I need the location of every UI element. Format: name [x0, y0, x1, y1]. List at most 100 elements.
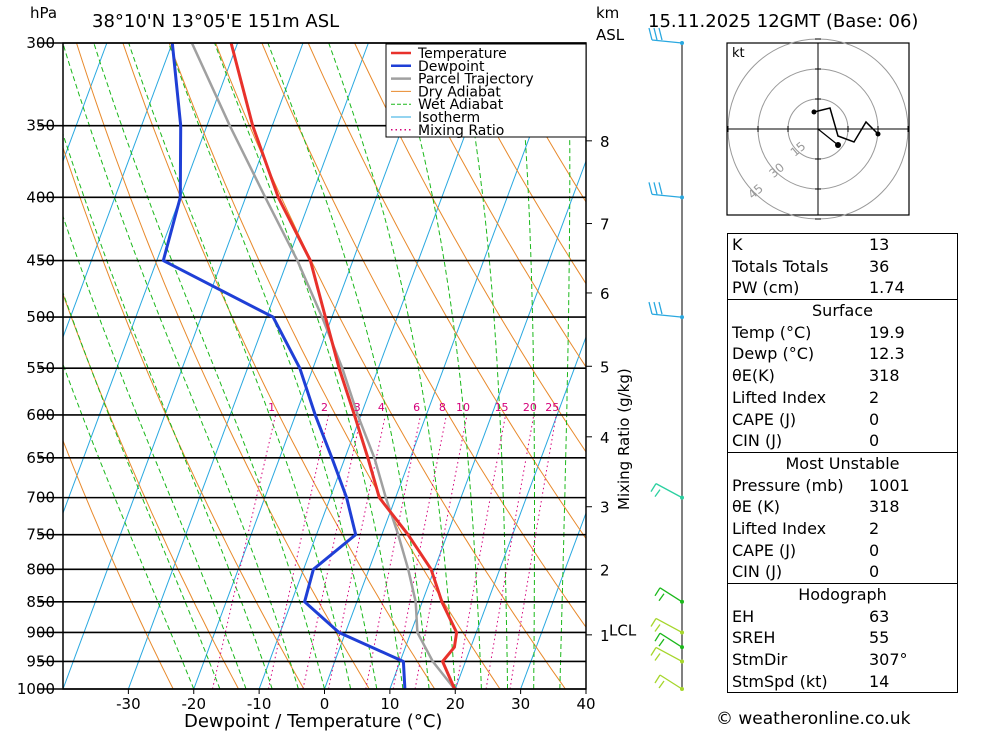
index-value: 307°	[869, 650, 908, 670]
mixing-ratio-label: 3	[354, 401, 361, 414]
index-value: 1001	[869, 475, 910, 495]
index-label: CAPE (J)	[732, 540, 797, 560]
pressure-tick-label: 450	[26, 252, 55, 270]
index-row: EH 63	[728, 606, 957, 628]
index-label: K	[732, 235, 743, 254]
temp-tick-label: -30	[116, 695, 141, 713]
index-label: θE (K)	[732, 497, 780, 517]
mixing-ratio-line	[267, 414, 330, 689]
legend-entry: Dry Adiabat	[418, 84, 501, 100]
temp-tick-label: 40	[576, 695, 595, 713]
pressure-tick-label: 700	[26, 489, 55, 507]
wet-adiabat-line	[458, 43, 508, 689]
parcel-trajectory-profile	[190, 43, 456, 689]
wind-barb	[648, 301, 683, 318]
indices-table: K 13 Totals Totals 36 PW (cm) 1.74 Surface Temp…	[727, 233, 958, 694]
storm-motion-point	[835, 142, 841, 148]
index-row: Totals Totals 36	[728, 256, 957, 278]
isotherm-line	[63, 43, 304, 689]
km-axis-label: km	[596, 4, 619, 22]
index-value: 13	[869, 235, 890, 254]
index-value: 36	[869, 256, 890, 276]
wind-profile	[648, 27, 684, 691]
km-tick-label: 3	[600, 499, 610, 517]
index-row: Lifted Index 2	[728, 518, 957, 540]
isotherm-line	[454, 335, 586, 689]
legend-box	[385, 43, 587, 138]
km-tick-label: 2	[600, 561, 610, 579]
wind-barb	[650, 646, 683, 663]
mixing-ratio-label: 10	[456, 401, 470, 414]
legend-entry: Temperature	[417, 46, 507, 62]
index-label: Lifted Index	[732, 518, 827, 538]
isotherm-line	[520, 511, 586, 689]
wet-adiabat-line	[612, 43, 652, 689]
index-row: StmSpd (kt) 14	[728, 671, 957, 693]
pressure-tick-label: 350	[26, 117, 55, 135]
hodograph-section-header: Hodograph	[728, 583, 957, 606]
index-value: 63	[869, 606, 890, 626]
temp-tick-label: -20	[182, 695, 207, 713]
index-label: CAPE (J)	[732, 409, 797, 429]
wet-adiabat-line	[328, 43, 456, 689]
index-value: 2	[869, 518, 880, 538]
index-value: 2	[869, 387, 880, 407]
km-tick-label: 7	[600, 216, 610, 234]
dewpoint-profile	[161, 43, 407, 689]
index-row: K 13	[728, 234, 957, 256]
isotherm-line	[324, 43, 565, 689]
x-axis-label: Dewpoint / Temperature (°C)	[184, 711, 442, 732]
chart-title-location: 38°10'N 13°05'E 151m ASL	[92, 11, 339, 32]
index-value: 0	[869, 409, 880, 429]
legend-entry: Dewpoint	[418, 59, 485, 75]
index-value: 0	[869, 562, 880, 582]
wet-adiabat-line	[128, 43, 352, 689]
mixing-ratio-line	[328, 414, 386, 689]
index-label: Totals Totals	[732, 256, 829, 276]
index-label: θE(K)	[732, 366, 775, 386]
temp-tick-label: -10	[247, 695, 272, 713]
legend-entry: Mixing Ratio	[418, 123, 504, 139]
mixing-ratio-label: 1	[268, 401, 275, 414]
dry-adiabat-line	[957, 43, 1000, 689]
wind-barb	[650, 617, 683, 634]
isotherm-line	[63, 43, 108, 163]
index-value: 0	[869, 431, 880, 451]
index-row: Dewp (°C) 12.3	[728, 343, 957, 365]
index-value: 14	[869, 671, 890, 691]
index-label: Temp (°C)	[732, 322, 812, 342]
index-value: 1.74	[869, 278, 905, 298]
temp-tick-label: 0	[320, 695, 330, 713]
index-label: SREH	[732, 628, 776, 648]
mixing-ratio-label: 25	[545, 401, 559, 414]
dry-adiabat-line	[307, 43, 586, 540]
pressure-tick-label: 850	[26, 593, 55, 611]
index-row: CAPE (J) 0	[728, 540, 957, 562]
mixing-ratio-label: 2	[321, 401, 328, 414]
temp-tick-label: 20	[446, 695, 465, 713]
index-row: StmDir 307°	[728, 649, 957, 671]
index-label: CIN (J)	[732, 431, 783, 451]
pressure-tick-label: 950	[26, 652, 55, 670]
hodograph-trace	[813, 107, 879, 143]
pressure-tick-label: 600	[26, 406, 55, 424]
index-label: StmDir	[732, 650, 788, 670]
legend-entry: Isotherm	[418, 110, 480, 126]
wind-barb	[654, 587, 683, 603]
legend-entry: Wet Adiabat	[418, 97, 504, 113]
wind-barb	[654, 674, 683, 690]
index-label: EH	[732, 606, 755, 626]
index-value: 318	[869, 366, 900, 386]
mixing-ratio-axis-label: Mixing Ratio (g/kg)	[615, 368, 633, 510]
mixing-ratio-line	[455, 414, 507, 689]
pressure-tick-label: 800	[26, 560, 55, 578]
hodograph-unit-label: kt	[732, 46, 745, 61]
wind-barb	[650, 483, 683, 499]
isotherm-line	[389, 159, 586, 689]
wet-adiabat-line	[393, 43, 482, 689]
km-tick-label: 5	[600, 358, 610, 376]
wet-adiabat-line	[559, 43, 571, 689]
dry-adiabat-line	[354, 43, 586, 453]
index-row: θE(K) 318	[728, 365, 957, 387]
